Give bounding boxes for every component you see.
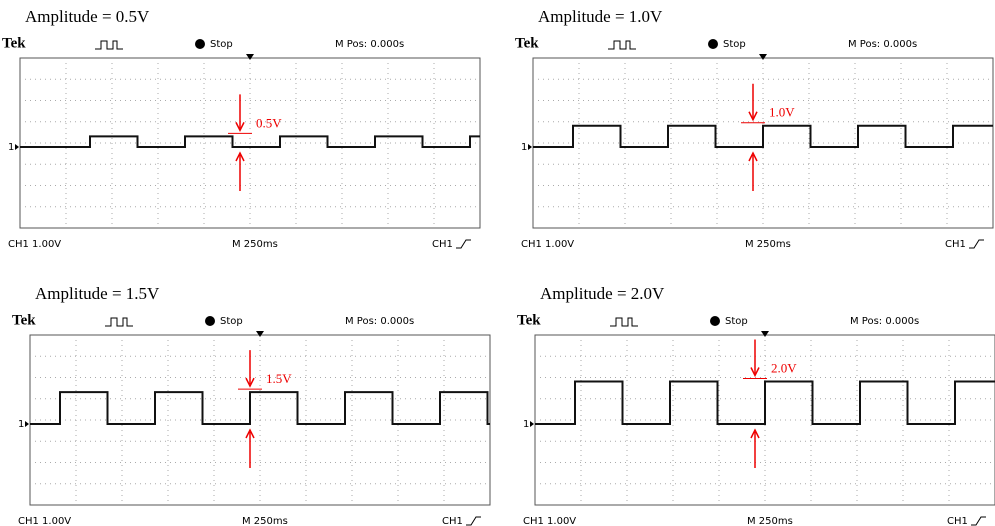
channel-scale: CH1 1.00V bbox=[18, 516, 71, 526]
timebase: M 250ms bbox=[242, 516, 288, 526]
channel-marker: 1 bbox=[521, 142, 527, 153]
scope-panel: Amplitude = 1.5V Tek Stop M Pos: 0.000s 1 1.5… bbox=[12, 284, 490, 526]
pulse-icon bbox=[105, 318, 133, 326]
pulse-icon bbox=[608, 41, 636, 49]
amplitude-marker: 0.5V bbox=[256, 115, 282, 130]
trigger-slope bbox=[466, 517, 481, 525]
scope-panel: Amplitude = 2.0V Tek Stop M Pos: 0.000s 1 2.0… bbox=[517, 284, 995, 526]
m-pos: M Pos: 0.000s bbox=[848, 39, 917, 50]
timebase: M 250ms bbox=[747, 516, 793, 526]
run-state: Stop bbox=[725, 316, 748, 327]
scope-panel: Amplitude = 1.0V Tek Stop M Pos: 0.000s 1 1.0… bbox=[515, 7, 993, 250]
channel-marker: 1 bbox=[8, 142, 14, 153]
figure: Amplitude = 0.5V Tek Stop M Pos: 0.000s 1 0.5… bbox=[0, 0, 995, 526]
trigger-slope bbox=[971, 517, 986, 525]
pulse-icon bbox=[95, 41, 123, 49]
run-state: Stop bbox=[723, 39, 746, 50]
scope-panel: Amplitude = 0.5V Tek Stop M Pos: 0.000s 1 0.5… bbox=[2, 7, 480, 250]
channel-marker: 1 bbox=[18, 419, 24, 430]
stop-dot bbox=[708, 39, 718, 49]
m-pos: M Pos: 0.000s bbox=[335, 39, 404, 50]
stop-dot bbox=[205, 316, 215, 326]
channel-scale: CH1 1.00V bbox=[523, 516, 576, 526]
panel-title: Amplitude = 2.0V bbox=[540, 284, 665, 303]
pulse-icon bbox=[610, 318, 638, 326]
brand: Tek bbox=[517, 312, 541, 328]
stop-dot bbox=[710, 316, 720, 326]
brand: Tek bbox=[2, 35, 26, 51]
channel-arrow bbox=[25, 421, 29, 427]
amplitude-marker: 2.0V bbox=[771, 360, 797, 375]
trigger-source: CH1 bbox=[947, 516, 968, 526]
channel-scale: CH1 1.00V bbox=[521, 239, 574, 250]
channel-arrow bbox=[15, 144, 19, 150]
panel-title: Amplitude = 1.5V bbox=[35, 284, 160, 303]
trigger-slope bbox=[969, 240, 984, 248]
panel-title: Amplitude = 0.5V bbox=[25, 7, 150, 26]
amplitude-marker: 1.0V bbox=[769, 105, 795, 120]
trigger-source: CH1 bbox=[945, 239, 966, 250]
brand: Tek bbox=[12, 312, 36, 328]
m-pos: M Pos: 0.000s bbox=[345, 316, 414, 327]
timebase: M 250ms bbox=[232, 239, 278, 250]
trigger-source: CH1 bbox=[442, 516, 463, 526]
panel-title: Amplitude = 1.0V bbox=[538, 7, 663, 26]
channel-scale: CH1 1.00V bbox=[8, 239, 61, 250]
channel-arrow bbox=[528, 144, 532, 150]
channel-arrow bbox=[530, 421, 534, 427]
run-state: Stop bbox=[220, 316, 243, 327]
amplitude-marker: 1.5V bbox=[266, 371, 292, 386]
brand: Tek bbox=[515, 35, 539, 51]
run-state: Stop bbox=[210, 39, 233, 50]
channel-marker: 1 bbox=[523, 419, 529, 430]
stop-dot bbox=[195, 39, 205, 49]
trigger-slope bbox=[456, 240, 471, 248]
trigger-source: CH1 bbox=[432, 239, 453, 250]
timebase: M 250ms bbox=[745, 239, 791, 250]
m-pos: M Pos: 0.000s bbox=[850, 316, 919, 327]
